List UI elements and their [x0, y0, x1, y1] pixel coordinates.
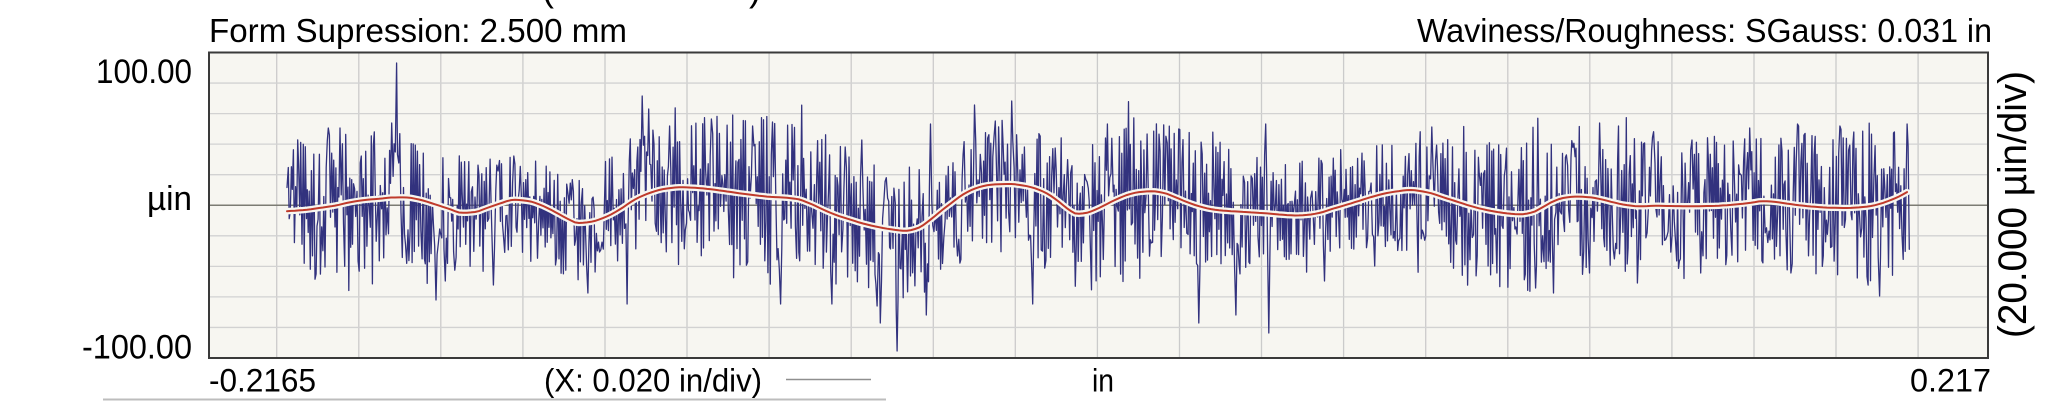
svg-text:-100.00: -100.00 [82, 329, 192, 367]
svg-text:(20.000 µin/div): (20.000 µin/div) [1991, 71, 2035, 338]
svg-text:in: in [1092, 363, 1114, 399]
svg-text:-0.2165: -0.2165 [209, 363, 316, 399]
svg-text:(: ( [542, 0, 554, 9]
svg-text:Form Supression: 2.500 mm: Form Supression: 2.500 mm [209, 12, 627, 49]
svg-text:Waviness/Roughness: SGauss: 0.: Waviness/Roughness: SGauss: 0.031 in [1417, 12, 1992, 49]
svg-text:0.217: 0.217 [1910, 363, 1991, 399]
svg-text:): ) [749, 0, 761, 9]
svg-text:µin: µin [147, 180, 192, 218]
svg-text:(X: 0.020 in/div): (X: 0.020 in/div) [544, 363, 762, 399]
svg-text:100.00: 100.00 [96, 53, 192, 91]
